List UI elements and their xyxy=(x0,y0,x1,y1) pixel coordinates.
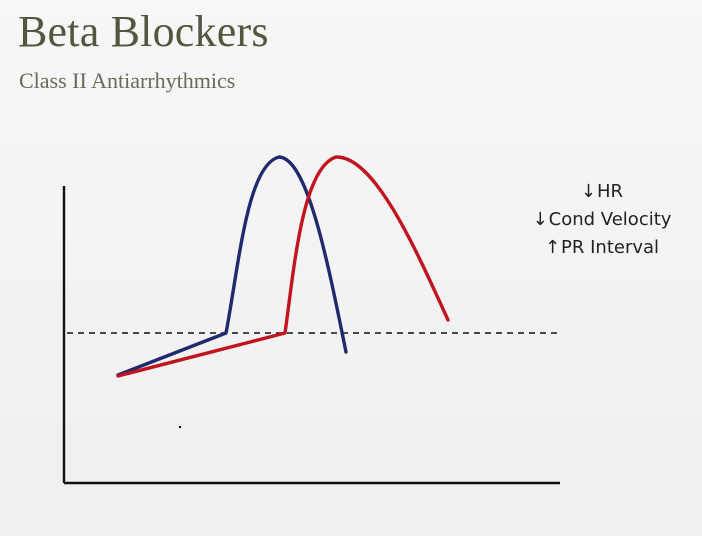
slide-title: Beta Blockers xyxy=(18,7,269,56)
effect-cond-velocity: ↓Cond Velocity xyxy=(512,206,692,234)
stray-mark xyxy=(178,425,182,429)
normal-action-potential-curve xyxy=(116,155,348,377)
slide-subtitle: Class II Antiarrhythmics xyxy=(19,68,236,93)
effect-pr-interval-label: PR Interval xyxy=(561,237,660,258)
beta-blocker-action-potential-curve xyxy=(116,155,450,378)
drug-effects-list: ↓HR ↓Cond Velocity ↑PR Interval xyxy=(512,178,692,262)
effect-hr-label: HR xyxy=(597,181,624,202)
effect-hr: ↓HR xyxy=(512,178,692,206)
down-arrow-icon: ↓ xyxy=(532,209,548,230)
effect-cond-velocity-label: Cond Velocity xyxy=(548,209,672,230)
up-arrow-icon: ↑ xyxy=(544,237,561,258)
effect-pr-interval: ↑PR Interval xyxy=(512,234,692,262)
down-arrow-icon: ↓ xyxy=(580,181,597,202)
